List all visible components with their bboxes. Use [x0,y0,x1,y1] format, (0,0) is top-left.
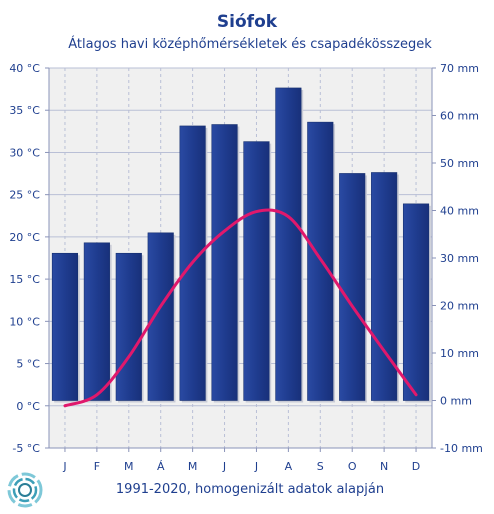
left-tick-label: 30 °C [9,146,40,159]
ring-logo [7,472,43,508]
right-tick-label: 50 mm [440,157,479,170]
precipitation-bar [51,252,79,401]
left-tick-label: 35 °C [9,104,40,117]
x-tick-label: M [188,460,198,473]
x-tick-label: S [317,460,324,473]
precipitation-bar [211,124,238,401]
right-tick-label: 0 mm [440,395,472,408]
right-tick-label: 70 mm [440,62,479,75]
precipitation-bar [83,242,110,401]
precipitation-bars [51,87,431,403]
right-tick-label: 40 mm [440,205,479,218]
precipitation-bar [275,87,302,401]
x-tick-label: Á [157,460,165,473]
right-tick-label: 30 mm [440,252,479,265]
x-tick-label: J [254,460,258,473]
left-tick-label: 0 °C [16,400,40,413]
precipitation-bar [115,252,142,401]
right-tick-label: 60 mm [440,110,479,123]
x-tick-label: D [412,460,420,473]
left-tick-label: 40 °C [9,62,40,75]
precipitation-bar [402,203,430,401]
left-tick-label: 20 °C [9,231,40,244]
x-tick-label: O [348,460,357,473]
left-tick-label: 5 °C [16,358,40,371]
precipitation-bar [339,173,366,401]
precipitation-bar [243,141,270,401]
precipitation-bar [371,172,398,401]
precipitation-bar [147,232,174,401]
x-tick-label: J [222,460,226,473]
left-tick-label: 10 °C [9,315,40,328]
right-tick-label: -10 mm [440,442,483,455]
x-tick-label: A [285,460,293,473]
plot-area [49,68,432,448]
x-tick-label: J [62,460,66,473]
left-tick-label: 25 °C [9,189,40,202]
right-tick-label: 10 mm [440,347,479,360]
chart-title: Siófok [217,12,278,32]
left-tick-label: 15 °C [9,273,40,286]
x-tick-label: M [124,460,134,473]
right-tick-label: 20 mm [440,300,479,313]
left-tick-label: -5 °C [12,442,40,455]
gridlines [49,67,432,448]
temperature-line [63,208,418,408]
chart-subtitle: Átlagos havi középhőmérsékletek és csapa… [68,36,432,52]
left-axis-ticks: -5 °C 0 °C 5 °C 10 °C 15 °C 20 °C 25 °C 30 °C 35… [9,62,49,455]
chart-footer: 1991-2020, homogenizált adatok alapján [116,482,384,497]
x-tick-label: F [94,460,100,473]
right-axis-ticks: -10 mm 0 mm 10 mm 20 mm 30 mm 40 mm 50 mm 60 mm… [432,62,483,455]
x-tick-label: N [380,460,388,473]
